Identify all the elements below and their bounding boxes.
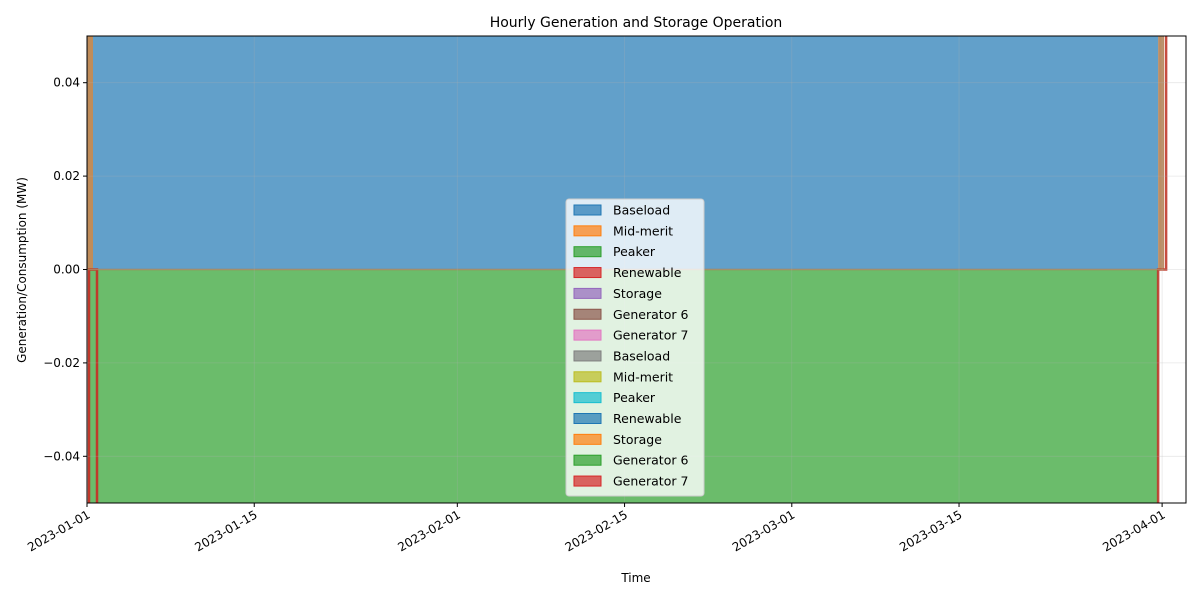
legend-swatch — [573, 433, 602, 445]
legend-swatch — [573, 267, 602, 279]
legend-label: Generator 7 — [613, 328, 688, 343]
legend-label: Mid-merit — [613, 223, 673, 238]
legend-swatch — [573, 371, 602, 383]
legend-swatch — [573, 454, 602, 466]
legend-swatch — [573, 413, 602, 424]
x-tick-label: 2023-03-01 — [730, 507, 797, 554]
chart-title: Hourly Generation and Storage Operation — [490, 15, 783, 31]
legend: Baseload Mid-merit Peaker Renewable Storage G… — [565, 198, 705, 497]
y-tick-label: −0.02 — [43, 356, 80, 370]
legend-swatch — [573, 287, 602, 299]
legend-swatch — [573, 246, 602, 258]
legend-label: Storage — [613, 286, 662, 301]
legend-label: Baseload — [613, 203, 670, 218]
area-sliver-left — [88, 36, 93, 270]
x-tick-label: 2023-04-01 — [1100, 507, 1167, 554]
legend-label: Renewable — [613, 265, 682, 280]
x-tick-label: 2023-01-01 — [25, 507, 92, 554]
legend-label: Generator 7 — [613, 474, 688, 489]
legend-swatch — [573, 308, 602, 320]
legend-label: Peaker — [613, 390, 656, 405]
x-tick-label: 2023-02-15 — [563, 507, 630, 554]
y-axis-title: Generation/Consumption (MW) — [15, 177, 29, 363]
legend-swatch — [573, 350, 602, 362]
legend-swatch — [573, 475, 602, 487]
legend-swatch — [573, 204, 602, 216]
legend-label: Mid-merit — [613, 369, 673, 384]
legend-label: Renewable — [613, 411, 682, 426]
x-axis-title: Time — [620, 571, 650, 585]
legend-label: Generator 6 — [613, 453, 688, 468]
legend-swatch — [573, 329, 602, 341]
legend-swatch — [573, 225, 602, 237]
legend-label: Storage — [613, 432, 662, 447]
y-tick-label: −0.04 — [43, 449, 80, 463]
x-tick-label: 2023-03-15 — [897, 507, 964, 554]
x-tick-label: 2023-01-15 — [192, 507, 259, 554]
area-sliver-right — [1158, 36, 1165, 270]
legend-label: Peaker — [613, 244, 656, 259]
y-tick-label: 0.00 — [53, 263, 80, 277]
legend-label: Baseload — [613, 348, 670, 363]
x-tick-label: 2023-02-01 — [395, 507, 462, 554]
y-tick-label: 0.02 — [53, 169, 80, 183]
legend-label: Generator 6 — [613, 307, 688, 322]
legend-swatch — [573, 392, 602, 404]
y-tick-label: 0.04 — [53, 76, 80, 90]
